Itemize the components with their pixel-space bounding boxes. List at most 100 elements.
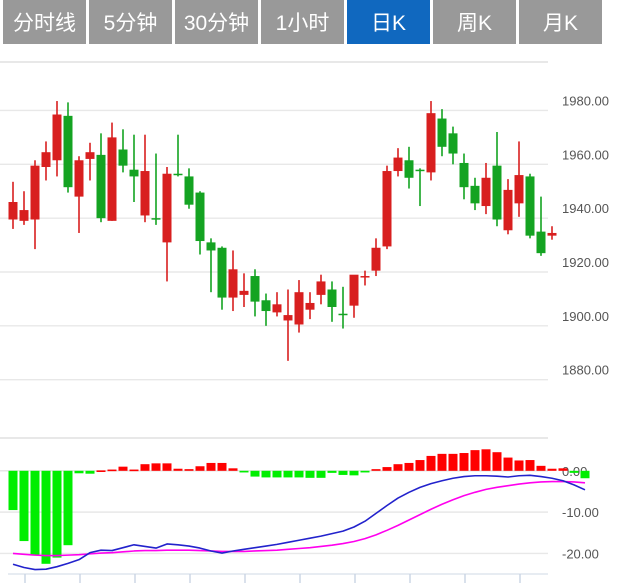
macd-dif-line xyxy=(12,474,586,571)
candle-body xyxy=(426,113,436,173)
macd-bar xyxy=(580,470,590,479)
macd-bar xyxy=(547,468,557,471)
macd-bar xyxy=(569,470,579,473)
candle-body xyxy=(481,177,491,207)
candle-body xyxy=(239,290,249,295)
macd-bar xyxy=(404,462,414,471)
macd-bar xyxy=(525,460,535,471)
period-tab-label: 周K xyxy=(456,12,492,35)
macd-bar xyxy=(503,457,513,471)
candle-body xyxy=(327,289,337,307)
macd-bar xyxy=(52,470,62,558)
candle-body xyxy=(151,218,161,220)
macd-bar xyxy=(371,469,381,471)
macd-bar xyxy=(459,453,469,471)
candle-body xyxy=(393,157,403,172)
macd-bar xyxy=(195,466,205,471)
candle-body xyxy=(382,171,392,247)
chart-canvas[interactable]: 1980.00 1960.00 1940.00 1920.00 1900.00 1880.… xyxy=(0,46,633,588)
macd-bar xyxy=(118,466,128,471)
period-tab-1[interactable]: 5分钟 xyxy=(89,0,172,44)
candle-body xyxy=(371,247,381,271)
period-tab-2[interactable]: 30分钟 xyxy=(175,0,258,44)
candle-body xyxy=(85,152,95,159)
macd-bar xyxy=(151,463,161,471)
macd-dea-line xyxy=(12,480,586,557)
candle-body xyxy=(184,176,194,205)
candle-body xyxy=(173,173,183,176)
macd-bar xyxy=(305,470,315,478)
period-tab-3[interactable]: 1小时 xyxy=(261,0,344,44)
macd-bar xyxy=(349,470,359,476)
candle-body xyxy=(118,149,128,166)
candle-body xyxy=(107,137,117,221)
period-tab-label: 分时线 xyxy=(13,12,76,35)
x-axis xyxy=(8,573,548,583)
candle-body xyxy=(294,292,304,325)
candle-body xyxy=(63,115,73,188)
price-axis-label: 1920.00 xyxy=(562,255,609,270)
candle-body xyxy=(162,173,172,243)
candle-body xyxy=(41,152,51,167)
macd-bar xyxy=(382,467,392,471)
candle-body xyxy=(96,154,106,219)
macd-bar xyxy=(426,455,436,471)
candle-body xyxy=(195,192,205,242)
period-tab-bar: 分时线 5分钟 30分钟 1小时 日K 周K 月K xyxy=(0,0,633,46)
candle-body xyxy=(360,276,370,278)
period-tab-6[interactable]: 月K xyxy=(519,0,602,44)
period-tab-4[interactable]: 日K xyxy=(347,0,430,44)
price-axis-label: 1940.00 xyxy=(562,201,609,216)
price-axis-label: 1880.00 xyxy=(562,363,609,378)
candle-body xyxy=(525,176,535,236)
candlestick-series xyxy=(8,101,557,361)
macd-bar xyxy=(338,470,348,475)
period-tab-label: 30分钟 xyxy=(183,12,250,35)
candle-body xyxy=(250,276,260,302)
period-tab-label: 日K xyxy=(370,12,406,35)
period-tab-label: 月K xyxy=(542,12,578,35)
candle-body xyxy=(217,247,227,298)
candle-body xyxy=(437,118,447,147)
candle-body xyxy=(459,162,469,188)
macd-bar xyxy=(107,469,117,472)
macd-histogram xyxy=(8,449,590,564)
candle-body xyxy=(536,231,546,254)
macd-bar xyxy=(184,469,194,471)
macd-bar xyxy=(536,465,546,471)
macd-bar xyxy=(360,470,370,473)
macd-gridlines: 0.00-10.00-20.00 xyxy=(0,437,599,561)
candle-body xyxy=(547,232,557,236)
period-tab-0[interactable]: 分时线 xyxy=(3,0,86,44)
candle-body xyxy=(272,304,282,313)
macd-bar xyxy=(558,468,568,471)
candle-body xyxy=(349,274,359,306)
macd-bar xyxy=(206,462,216,471)
candle-body xyxy=(316,281,326,295)
candle-body xyxy=(8,202,18,220)
macd-bar xyxy=(448,453,458,471)
period-tab-5[interactable]: 周K xyxy=(433,0,516,44)
price-gridlines: 1980.00 1960.00 1940.00 1920.00 1900.00 1880.… xyxy=(0,61,609,381)
candle-body xyxy=(30,165,40,220)
macd-bar xyxy=(239,470,249,473)
candle-body xyxy=(19,210,29,221)
candle-body xyxy=(52,114,62,161)
candle-body xyxy=(492,165,502,220)
candle-body xyxy=(448,133,458,154)
macd-bar xyxy=(327,470,337,473)
macd-bar xyxy=(217,462,227,471)
macd-bar xyxy=(437,453,447,471)
macd-bar xyxy=(74,470,84,474)
candle-body xyxy=(415,169,425,172)
candle-body xyxy=(228,269,238,298)
period-tab-label: 1小时 xyxy=(275,12,330,35)
macd-bar xyxy=(173,468,183,471)
macd-bar xyxy=(514,460,524,471)
candle-body xyxy=(261,300,271,312)
macd-bar xyxy=(481,449,491,471)
macd-bar xyxy=(8,470,18,511)
period-tab-label: 5分钟 xyxy=(103,12,158,35)
macd-bar xyxy=(63,470,73,546)
